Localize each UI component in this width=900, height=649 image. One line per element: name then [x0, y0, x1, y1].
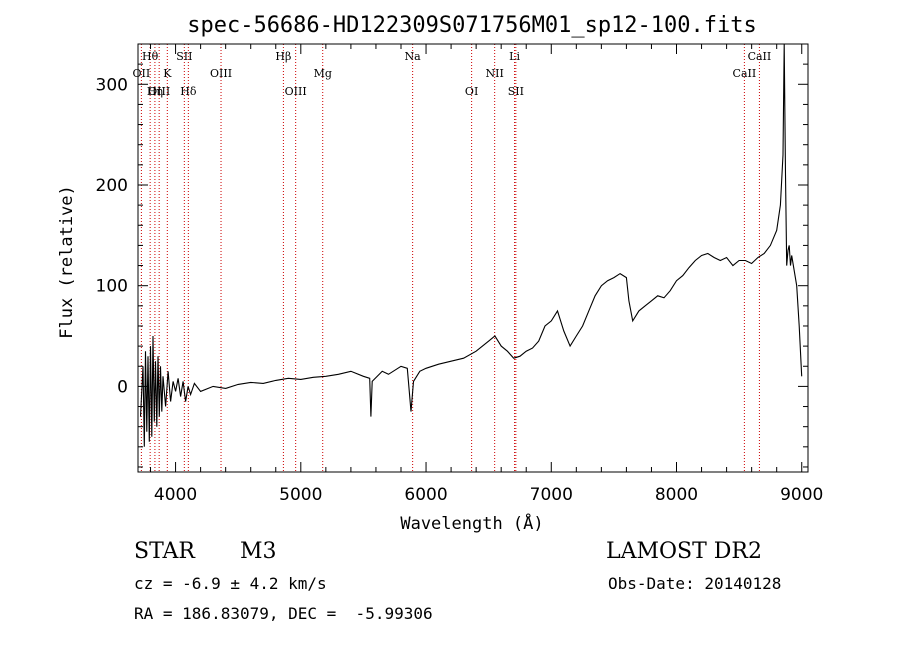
line-label-16: CaII — [733, 67, 757, 80]
x-tick-label: 7000 — [530, 485, 573, 505]
line-label-10: Mg — [314, 67, 332, 80]
line-label-13: NII — [486, 67, 504, 80]
line-label-6: Hδ — [180, 85, 197, 98]
ra-dec-coordinates: RA = 186.83079, DEC = -5.99306 — [134, 604, 433, 623]
y-axis-label: Flux (relative) — [57, 185, 77, 339]
object-class: STAR — [134, 539, 195, 564]
y-tick-label: 200 — [96, 176, 128, 196]
line-label-3: OIII — [148, 85, 170, 98]
spectral-line-markers: HθOIIHηOIIIKSIIHδOIIIHβOIIIMgNaOINIILiSI… — [133, 44, 772, 472]
line-label-14: Li — [509, 50, 520, 63]
x-axis-label: Wavelength (Å) — [400, 512, 543, 534]
line-label-7: OIII — [210, 67, 232, 80]
x-tick-label: 4000 — [154, 485, 197, 505]
axis-layer: 4000 5000 6000 7000 8000 9000 0 100 200 300 — [96, 43, 823, 505]
series-layer — [139, 43, 803, 447]
x-tick-label: 5000 — [279, 485, 322, 505]
line-label-8: Hβ — [275, 50, 291, 63]
x-tick-label: 6000 — [404, 485, 447, 505]
line-label-17: CaII — [748, 50, 772, 63]
spectrum-series-0 — [139, 43, 803, 447]
line-label-12: OI — [465, 85, 478, 98]
line-label-4: K — [163, 67, 172, 80]
y-tick-label: 100 — [96, 277, 128, 297]
survey-name: LAMOST DR2 — [606, 539, 762, 564]
plot-frame — [137, 43, 809, 473]
redshift-cz: cz = -6.9 ± 4.2 km/s — [134, 574, 327, 593]
y-tick-label: 300 — [96, 75, 128, 95]
line-label-1: OII — [133, 67, 151, 80]
line-label-9: OIII — [285, 85, 307, 98]
line-label-5: SII — [176, 50, 192, 63]
chart-title: spec-56686-HD122309S071756M01_sp12-100.f… — [187, 13, 757, 38]
line-label-0: Hθ — [142, 50, 159, 63]
line-label-15: SII — [508, 85, 524, 98]
observation-date: Obs-Date: 20140128 — [608, 574, 782, 593]
line-label-11: Na — [405, 50, 422, 63]
y-tick-label: 0 — [117, 377, 128, 397]
object-subclass: M3 — [240, 539, 277, 564]
line-label-2: Hη — [147, 85, 163, 98]
x-tick-label: 9000 — [780, 485, 823, 505]
x-tick-label: 8000 — [655, 485, 698, 505]
